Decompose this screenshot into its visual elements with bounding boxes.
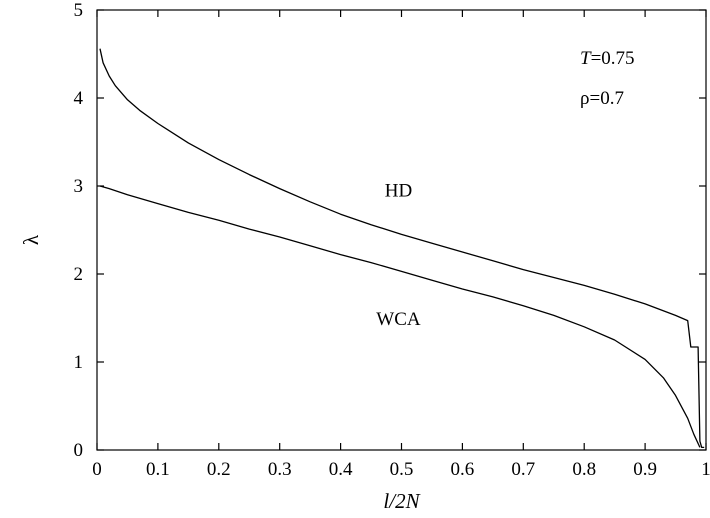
plot-frame [96, 9, 707, 451]
x-tick-label: 0.3 [268, 459, 292, 480]
x-tick-label: 0.5 [390, 459, 414, 480]
y-tick-label: 0 [74, 440, 84, 461]
x-tick-label: 1 [701, 459, 710, 480]
y-tick-label: 4 [74, 88, 84, 109]
x-tick-label: 0.2 [207, 459, 231, 480]
temperature-value: =0.75 [591, 48, 635, 69]
x-tick-label: 0.9 [633, 459, 657, 480]
y-tick-label: 1 [74, 352, 84, 373]
series-label: WCA [376, 309, 421, 330]
series-line-hd [99, 48, 705, 449]
temperature-symbol: T [580, 48, 592, 69]
x-axis-ticks: 0 0.1 0.2 0.3 0.4 0.5 0.6 0.7 0.8 0.9 1 [92, 10, 710, 480]
x-tick-label: 0 [92, 459, 102, 480]
x-tick-label: 0.6 [451, 459, 475, 480]
density-annotation: ρ=0.7 [580, 88, 624, 109]
y-axis-ticks: 0 1 2 3 4 5 [74, 0, 706, 461]
series-label: HD [385, 181, 412, 202]
x-tick-label: 0.7 [511, 459, 535, 480]
x-tick-label: 0.4 [329, 459, 353, 480]
x-axis-label: l/2N [383, 489, 420, 513]
x-tick-label: 0.1 [146, 459, 170, 480]
temperature-annotation: T=0.75 [580, 48, 635, 69]
x-tick-label: 0.8 [572, 459, 596, 480]
series-layer [99, 48, 705, 449]
y-tick-label: 2 [74, 264, 84, 285]
y-axis-label: λ [19, 234, 43, 245]
series-labels: HD WCA [376, 181, 421, 330]
series-line-wca [99, 185, 701, 448]
y-tick-label: 3 [74, 176, 84, 197]
y-tick-label: 5 [74, 0, 84, 21]
